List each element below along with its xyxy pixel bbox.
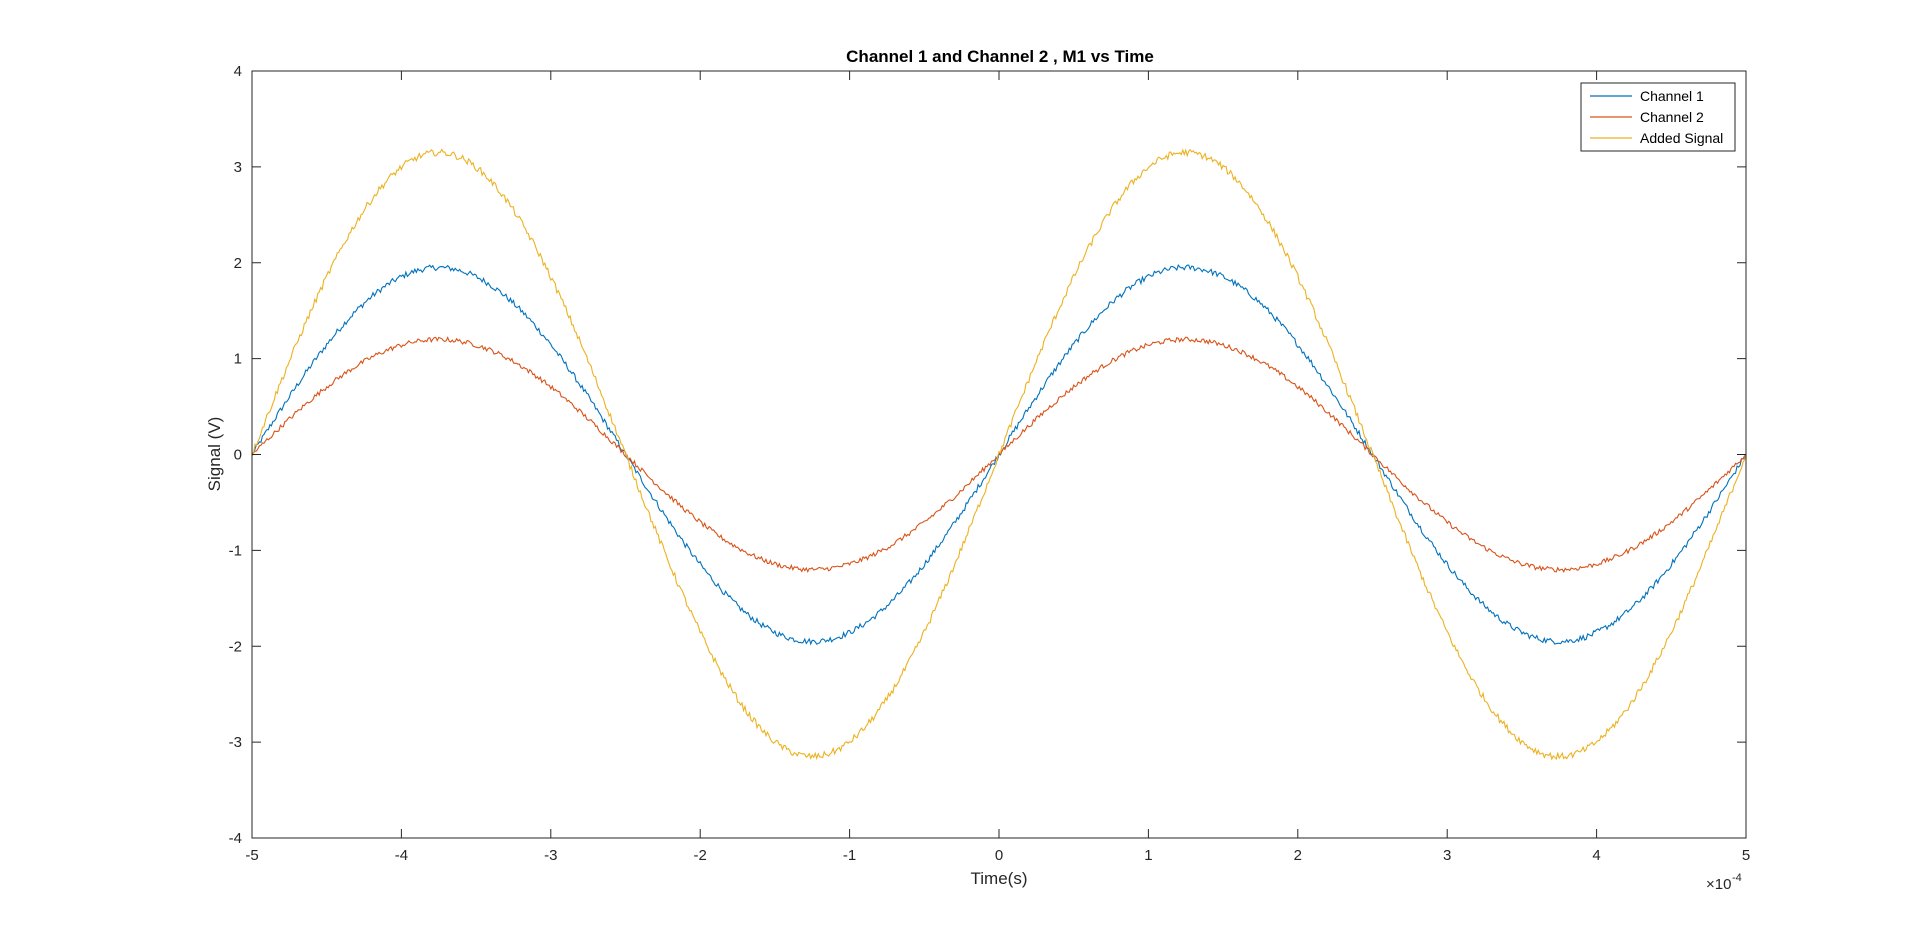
- x-tick-label: 4: [1592, 847, 1600, 864]
- y-tick-label: -2: [229, 638, 242, 655]
- y-tick-label: 1: [234, 351, 242, 368]
- y-tick-label: -1: [229, 542, 242, 559]
- x-tick-label: -2: [694, 847, 707, 864]
- y-axis-label: Signal (V): [205, 417, 224, 492]
- x-tick-label: 0: [995, 847, 1003, 864]
- legend-label: Channel 1: [1640, 88, 1704, 104]
- x-tick-label: 2: [1294, 847, 1302, 864]
- legend-label: Channel 2: [1640, 109, 1704, 125]
- y-tick-label: -3: [229, 734, 242, 751]
- x-exponent-power: -4: [1732, 872, 1742, 884]
- series-line-added-signal: [251, 148, 1747, 761]
- x-axis-ticks: -5 -4 -3 -2 -1 0 1 2 3 4 5: [245, 71, 1750, 864]
- plot-lines: [251, 148, 1747, 761]
- x-tick-label: -1: [843, 847, 856, 864]
- y-tick-label: 3: [234, 159, 242, 176]
- x-exponent-base: ×10: [1706, 876, 1731, 893]
- y-axis-ticks: -4 -3 -2 -1 0 1 2 3 4: [229, 63, 1746, 847]
- y-tick-label: -4: [229, 830, 242, 847]
- y-tick-label: 4: [234, 63, 242, 80]
- y-tick-label: 2: [234, 255, 242, 272]
- x-tick-label: -4: [395, 847, 408, 864]
- x-axis-exponent: ×10 -4: [1706, 872, 1742, 893]
- y-tick-label: 0: [234, 447, 242, 464]
- series-line-channel-2: [251, 336, 1747, 574]
- chart-title: Channel 1 and Channel 2 , M1 vs Time: [846, 47, 1154, 66]
- x-tick-label: 3: [1443, 847, 1451, 864]
- x-tick-label: 1: [1144, 847, 1152, 864]
- x-tick-label: -3: [544, 847, 557, 864]
- legend: Channel 1 Channel 2 Added Signal: [1580, 82, 1736, 152]
- x-tick-label: 5: [1742, 847, 1750, 864]
- x-tick-label: -5: [245, 847, 258, 864]
- legend-label: Added Signal: [1640, 130, 1723, 146]
- x-axis-label: Time(s): [971, 869, 1028, 888]
